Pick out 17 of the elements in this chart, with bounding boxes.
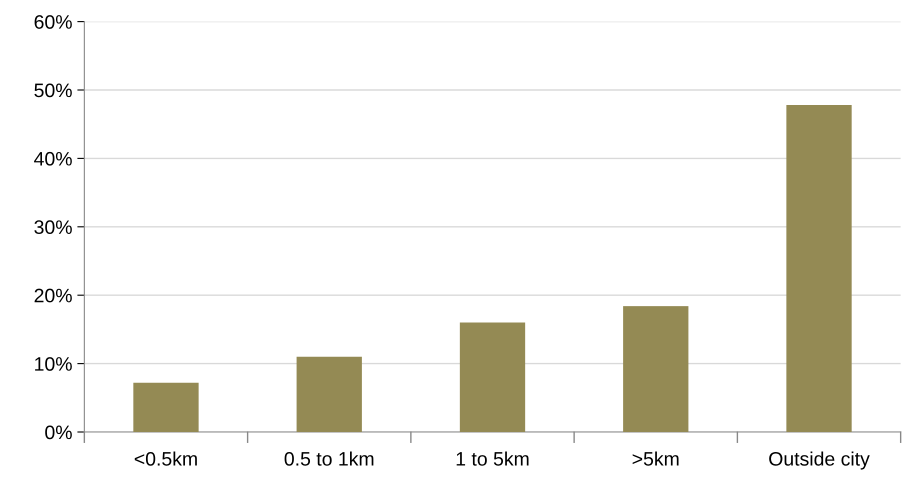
y-tick-label: 30% xyxy=(34,220,72,234)
bar xyxy=(786,105,852,432)
y-tick-label: 20% xyxy=(34,288,72,302)
bar xyxy=(133,382,199,432)
bar xyxy=(296,356,362,432)
y-tick-label: 60% xyxy=(34,15,72,29)
y-tick-label: 10% xyxy=(35,357,72,371)
bar xyxy=(623,306,688,432)
x-tick-label: Outside city xyxy=(769,451,870,470)
x-tick-label: >5km xyxy=(632,451,679,466)
bar xyxy=(460,322,526,432)
x-tick-label: 0.5 to 1km xyxy=(284,451,374,466)
y-tick-label: 0% xyxy=(45,425,72,440)
y-tick-label: 40% xyxy=(34,152,72,166)
x-tick-label: <0.5km xyxy=(134,451,197,466)
x-tick-label: 1 to 5km xyxy=(456,451,529,466)
y-tick-label: 50% xyxy=(34,83,72,98)
